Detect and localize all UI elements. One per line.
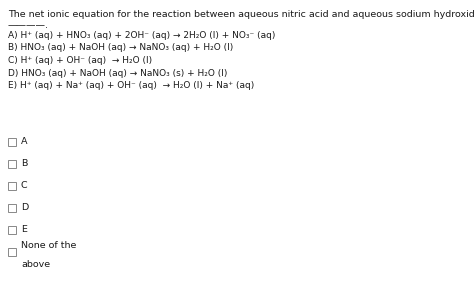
Text: ————.: ————. — [8, 21, 49, 30]
Text: A) H⁺ (aq) + HNO₃ (aq) + 2OH⁻ (aq) → 2H₂O (l) + NO₃⁻ (aq): A) H⁺ (aq) + HNO₃ (aq) + 2OH⁻ (aq) → 2H₂… — [8, 31, 275, 40]
Bar — [8, 160, 16, 168]
Bar — [8, 204, 16, 212]
Text: B: B — [21, 160, 27, 168]
Bar — [8, 182, 16, 190]
Text: E: E — [21, 225, 27, 235]
Text: None of the: None of the — [21, 241, 76, 250]
Text: D: D — [21, 204, 28, 212]
Text: E) H⁺ (aq) + Na⁺ (aq) + OH⁻ (aq)  → H₂O (l) + Na⁺ (aq): E) H⁺ (aq) + Na⁺ (aq) + OH⁻ (aq) → H₂O (… — [8, 81, 254, 90]
Bar — [8, 138, 16, 146]
Text: C: C — [21, 181, 27, 191]
Bar — [8, 226, 16, 234]
Bar — [8, 248, 16, 256]
Text: above: above — [21, 250, 50, 270]
Text: D) HNO₃ (aq) + NaOH (aq) → NaNO₃ (s) + H₂O (l): D) HNO₃ (aq) + NaOH (aq) → NaNO₃ (s) + H… — [8, 68, 228, 78]
Text: The net ionic equation for the reaction between aqueous nitric acid and aqueous : The net ionic equation for the reaction … — [8, 10, 474, 19]
Text: C) H⁺ (aq) + OH⁻ (aq)  → H₂O (l): C) H⁺ (aq) + OH⁻ (aq) → H₂O (l) — [8, 56, 152, 65]
Text: B) HNO₃ (aq) + NaOH (aq) → NaNO₃ (aq) + H₂O (l): B) HNO₃ (aq) + NaOH (aq) → NaNO₃ (aq) + … — [8, 43, 233, 53]
Text: A: A — [21, 137, 27, 147]
